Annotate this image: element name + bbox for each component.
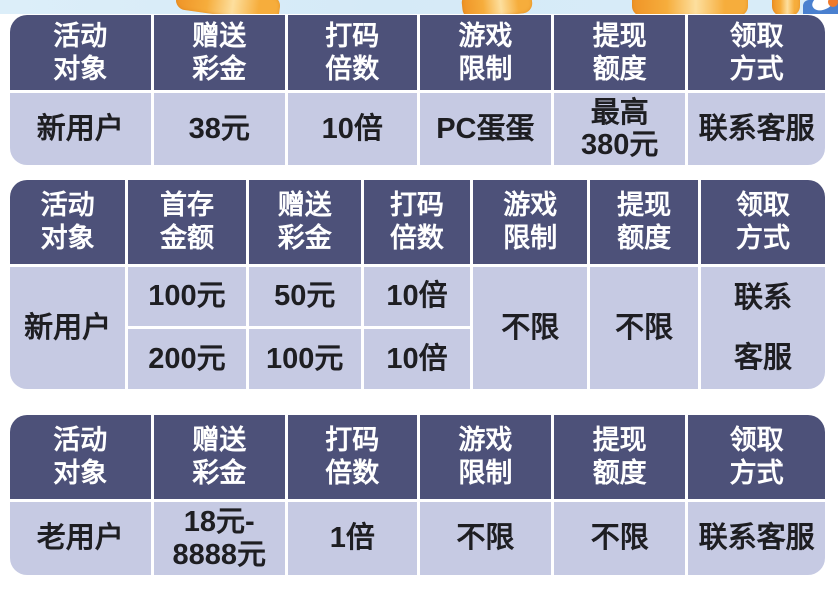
column-header-withdraw-limit: 提现 额度 — [554, 415, 686, 499]
cell-bonus: 38元 — [153, 93, 285, 165]
cell-game-limit: PC蛋蛋 — [419, 93, 552, 165]
cell-activity-target: 老用户 — [10, 502, 151, 575]
column-header-wager-multiplier: 打码 倍数 — [363, 180, 471, 264]
promo-table-old-user: 活动 对象 赠送 彩金 打码 倍数 游戏 限制 提现 额度 领取 方式 老用户 … — [10, 415, 825, 575]
cell-bonus: 100元 — [248, 329, 361, 389]
promo-table-new-user-free: 活动 对象 赠送 彩金 打码 倍数 游戏 限制 提现 额度 领取 方式 新用户 … — [10, 15, 825, 165]
cell-withdraw-limit: 不限 — [554, 502, 686, 575]
table-grid: 活动 对象 赠送 彩金 打码 倍数 游戏 限制 提现 额度 领取 方式 老用户 … — [10, 415, 825, 575]
column-header-claim-method: 领取 方式 — [700, 180, 825, 264]
cell-activity-target: 新用户 — [10, 267, 126, 389]
banner-strip — [0, 0, 838, 14]
cell-activity-target: 新用户 — [10, 93, 151, 165]
cell-bonus: 50元 — [248, 267, 361, 326]
cell-bonus: 18元- 8888元 — [153, 502, 285, 575]
cell-wager-multiplier: 1倍 — [287, 502, 417, 575]
gold-coin-icon — [174, 0, 282, 14]
gold-coin-icon — [460, 0, 534, 14]
column-header-withdraw-limit: 提现 额度 — [554, 15, 686, 90]
column-header-bonus: 赠送 彩金 — [153, 15, 285, 90]
column-header-game-limit: 游戏 限制 — [419, 415, 552, 499]
cell-game-limit: 不限 — [419, 502, 552, 575]
table-grid: 活动 对象 赠送 彩金 打码 倍数 游戏 限制 提现 额度 领取 方式 新用户 … — [10, 15, 825, 165]
column-header-bonus: 赠送 彩金 — [153, 415, 285, 499]
cell-wager-multiplier: 10倍 — [287, 93, 417, 165]
gold-coin-icon — [632, 0, 748, 14]
cell-first-deposit: 200元 — [128, 329, 246, 389]
column-header-activity-target: 活动 对象 — [10, 415, 151, 499]
cell-first-deposit: 100元 — [128, 267, 246, 326]
column-header-claim-method: 领取 方式 — [688, 15, 825, 90]
cell-wager-multiplier: 10倍 — [363, 329, 471, 389]
promo-table-first-deposit: 活动 对象 首存 金额 赠送 彩金 打码 倍数 游戏 限制 提现 额度 领取 方… — [10, 180, 825, 389]
column-header-first-deposit: 首存 金额 — [128, 180, 246, 264]
cell-wager-multiplier: 10倍 — [363, 267, 471, 326]
cell-withdraw-limit: 最高 380元 — [554, 93, 686, 165]
column-header-activity-target: 活动 对象 — [10, 180, 126, 264]
table-grid: 活动 对象 首存 金额 赠送 彩金 打码 倍数 游戏 限制 提现 额度 领取 方… — [10, 180, 825, 389]
gold-coin-icon — [772, 0, 800, 14]
column-header-activity-target: 活动 对象 — [10, 15, 151, 90]
column-header-game-limit: 游戏 限制 — [419, 15, 552, 90]
column-header-wager-multiplier: 打码 倍数 — [287, 415, 417, 499]
banner-orange-dot — [828, 0, 838, 7]
column-header-bonus: 赠送 彩金 — [248, 180, 361, 264]
cell-claim-method: 联系客服 — [688, 502, 825, 575]
cell-withdraw-limit: 不限 — [590, 267, 698, 389]
column-header-claim-method: 领取 方式 — [688, 415, 825, 499]
cell-claim-method: 联系 客服 — [700, 267, 825, 389]
cell-claim-method: 联系客服 — [688, 93, 825, 165]
column-header-game-limit: 游戏 限制 — [473, 180, 588, 264]
column-header-wager-multiplier: 打码 倍数 — [287, 15, 417, 90]
column-header-withdraw-limit: 提现 额度 — [590, 180, 698, 264]
cell-game-limit: 不限 — [473, 267, 588, 389]
